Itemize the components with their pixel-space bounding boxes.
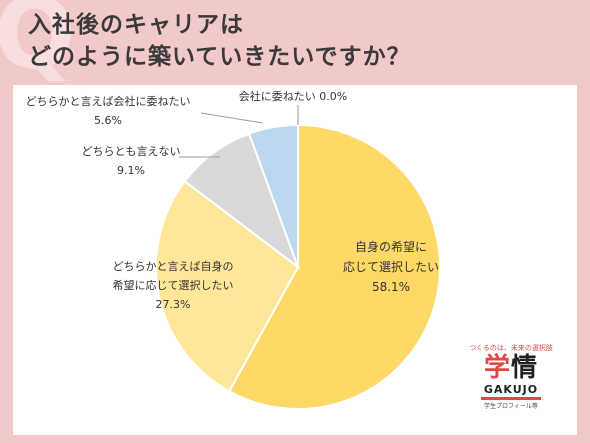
slice-label-2: どちらとも言えない 9.1%: [82, 145, 181, 177]
chart-card: 自身の希望に 応じて選択したい 58.1% どちらかと言えば自身の 希望に応じて選択した…: [13, 85, 577, 435]
gakujo-logo: つくるのは、未来の選択肢 学情 GAKUJO 学生プロフィール等: [467, 343, 555, 423]
slice-label-0-line-2: 58.1%: [372, 280, 410, 294]
logo-brand: GAKUJO: [483, 383, 539, 396]
logo-kanji: 学情: [483, 353, 539, 383]
leader-line-3: [200, 112, 264, 124]
pie-slice-3: [247, 123, 299, 268]
question-mark-decoration: Q: [0, 0, 76, 90]
pie-slice-2: [183, 132, 301, 270]
slice-label-0-line-1: 応じて選択したい: [343, 260, 439, 274]
slice-label-3: どちらかと言えば会社に委ねたい 5.6%: [26, 94, 191, 127]
slice-label-2-line-1: 9.1%: [117, 164, 145, 177]
slice-label-3-line-1: 5.6%: [94, 114, 122, 127]
slice-label-2-line-0: どちらとも言えない: [82, 145, 181, 158]
slice-label-1-line-2: 27.3%: [156, 298, 191, 311]
slice-label-1-line-0: どちらかと言えば自身の: [113, 259, 234, 273]
logo-bar: [481, 397, 541, 400]
title-line-2: どのように築いていきたいですか？: [28, 44, 411, 70]
slice-label-4-line-0: 会社に委ねたい 0.0%: [239, 89, 347, 103]
logo-subtext: 学生プロフィール等: [484, 403, 538, 410]
page-title: 入社後のキャリアは どのように築いていきたいですか？: [28, 9, 411, 73]
logo-tagline: つくるのは、未来の選択肢: [469, 344, 553, 352]
title-line-1: 入社後のキャリアは: [28, 12, 244, 38]
slice-label-0-line-0: 自身の希望に: [355, 239, 427, 254]
pie-slice-0: [227, 123, 441, 410]
slice-label-1-line-1: 希望に応じて選択したい: [113, 278, 234, 292]
pie-slice-1: [155, 179, 300, 393]
slice-label-4: 会社に委ねたい 0.0%: [239, 89, 347, 103]
slice-label-3-line-0: どちらかと言えば会社に委ねたい: [26, 94, 191, 108]
